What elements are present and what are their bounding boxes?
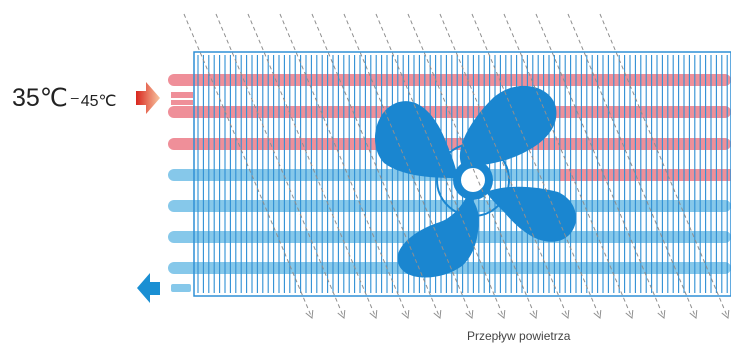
- airflow-arrow-icon: [689, 309, 698, 319]
- airflow-line: [215, 13, 345, 319]
- airflow-arrow-icon: [465, 309, 474, 319]
- inlet-arrow-icon: [136, 82, 160, 114]
- fins-layer: [197, 55, 728, 293]
- airflow-line: [439, 13, 569, 319]
- airflow-line: [567, 13, 697, 319]
- outlet-tube-stub: [171, 284, 191, 292]
- fan-blade-top: [459, 85, 557, 168]
- airflow-arrow-icon: [561, 309, 570, 319]
- inlet-temperature-label: 35℃ –45℃: [12, 83, 116, 113]
- airflow-arrow-icon: [721, 309, 730, 319]
- inlet-header-stub: [171, 100, 193, 105]
- fan-hub-center: [461, 168, 485, 192]
- airflow-line: [471, 13, 601, 319]
- airflow-arrow-icon: [401, 309, 410, 319]
- airflow-arrow-icon: [625, 309, 634, 319]
- airflow-arrow-icon: [657, 309, 666, 319]
- airflow-arrow-icon: [305, 309, 314, 319]
- temp-range-separator: –: [70, 89, 79, 105]
- airflow-arrow-icon: [529, 309, 538, 319]
- airflow-line: [535, 13, 665, 319]
- airflow-line: [279, 13, 409, 319]
- airflow-arrow-icon: [337, 309, 346, 319]
- airflow-line: [247, 13, 377, 319]
- airflow-line: [503, 13, 633, 319]
- inlet-temp-low: 45℃: [80, 93, 117, 110]
- fan-blade-bottom: [397, 194, 479, 278]
- airflow-line: [311, 13, 441, 319]
- airflow-line: [375, 13, 505, 319]
- airflow-line: [599, 13, 729, 319]
- fan-blade-right: [486, 186, 577, 242]
- airflow-line: [407, 13, 537, 319]
- airflow-arrow-icon: [497, 309, 506, 319]
- coil-frame: [193, 51, 731, 297]
- airflow-arrow-icon: [433, 309, 442, 319]
- airflow-arrow-icon: [369, 309, 378, 319]
- airflow-line: [343, 13, 473, 319]
- airflow-arrows: [183, 13, 730, 319]
- inlet-temp-high: 35℃: [12, 84, 68, 112]
- airflow-arrow-icon: [593, 309, 602, 319]
- airflow-label: Przepływ powietrza: [467, 329, 571, 343]
- fan-icon: [374, 85, 577, 278]
- hot-tube: [168, 138, 731, 150]
- airflow-line: [183, 13, 313, 319]
- outlet-arrow-icon: [137, 273, 160, 303]
- inlet-header-stub: [171, 92, 193, 98]
- hot-tube: [168, 74, 731, 86]
